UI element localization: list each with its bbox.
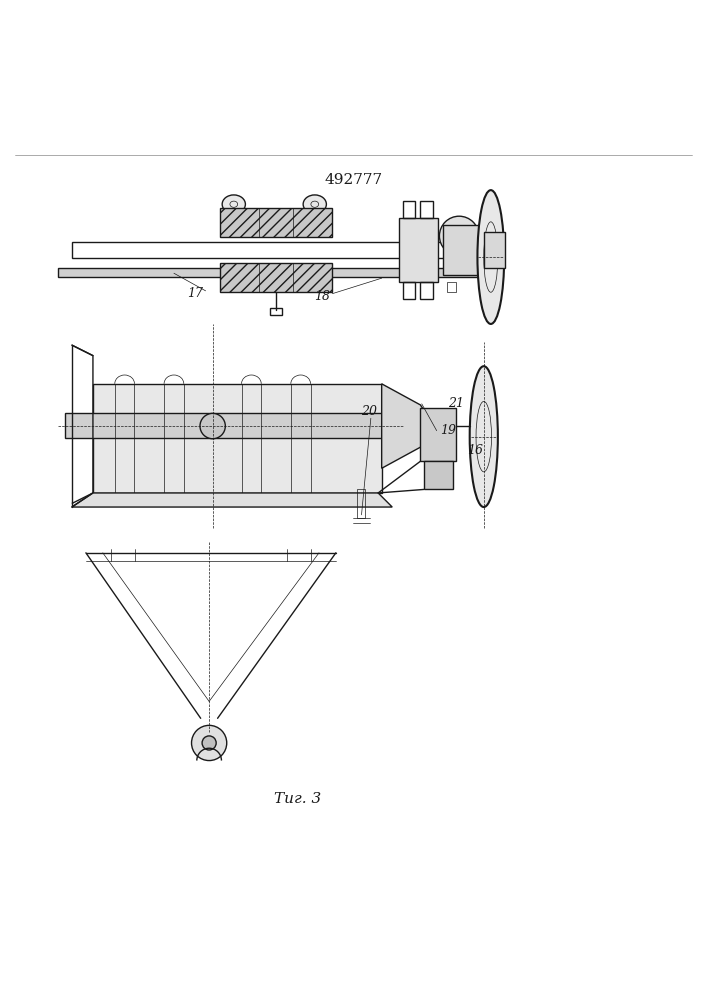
Text: 16: 16 [467, 444, 483, 457]
Text: 18: 18 [314, 290, 329, 303]
Bar [424, 461, 453, 489]
Bar [443, 225, 481, 275]
Circle shape [450, 227, 467, 244]
Bar [65, 413, 389, 438]
Circle shape [192, 725, 227, 761]
Bar [115, 384, 134, 493]
Text: 17: 17 [187, 287, 203, 300]
Polygon shape [72, 493, 392, 507]
Bar [447, 282, 455, 292]
Bar [270, 308, 281, 315]
Bar [291, 384, 310, 493]
Circle shape [440, 216, 479, 256]
Bar [421, 408, 455, 461]
Bar [72, 242, 459, 258]
Polygon shape [382, 384, 435, 468]
Circle shape [200, 413, 226, 439]
Ellipse shape [477, 190, 504, 324]
Ellipse shape [303, 195, 327, 214]
Bar [58, 268, 480, 277]
Text: 492777: 492777 [325, 173, 382, 187]
Text: 21: 21 [448, 397, 464, 410]
Ellipse shape [222, 195, 245, 214]
Ellipse shape [469, 366, 498, 507]
Bar [164, 384, 184, 493]
Bar [220, 208, 332, 237]
Bar [399, 218, 438, 282]
Bar [357, 489, 366, 518]
Bar [242, 384, 262, 493]
Text: 19: 19 [440, 424, 457, 437]
Text: 20: 20 [361, 405, 377, 418]
Bar [421, 282, 433, 299]
Bar [220, 263, 332, 292]
Circle shape [202, 736, 216, 750]
Bar [93, 384, 382, 493]
Bar [421, 201, 433, 218]
Bar [403, 201, 416, 218]
Bar [484, 232, 505, 268]
Bar [403, 282, 416, 299]
Text: Τиг. 3: Τиг. 3 [274, 792, 321, 806]
